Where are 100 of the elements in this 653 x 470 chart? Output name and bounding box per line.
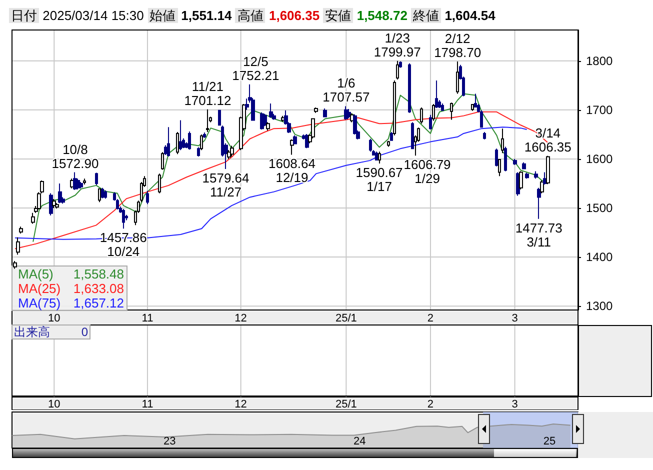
- x-tick-label: 25/1: [335, 312, 357, 324]
- candlestick: [378, 151, 381, 164]
- text: 25/1: [335, 398, 357, 410]
- candlestick: [543, 172, 547, 185]
- annotation: 1608.64 12/19: [268, 156, 316, 186]
- y-tick-label: 1400: [586, 250, 614, 264]
- text: 12: [234, 398, 247, 410]
- x-tick-label: 11: [142, 312, 154, 324]
- candlestick: [55, 202, 59, 209]
- candlestick: [498, 158, 501, 177]
- annotation: 1,657.12: [73, 296, 124, 310]
- candlestick: [411, 122, 414, 150]
- x-tick-label: 2: [427, 312, 434, 324]
- candlestick: [179, 120, 182, 151]
- candlestick: [344, 106, 348, 120]
- x-tick-label: 24: [353, 436, 366, 448]
- y-tick-label: 1700: [586, 102, 614, 117]
- candlestick: [266, 122, 270, 132]
- candlestick: [290, 138, 294, 156]
- annotation: 12/5 1752.21: [232, 54, 280, 83]
- candlestick: [227, 150, 231, 160]
- x-tick-label: 10: [48, 312, 60, 324]
- text: 出来高: [14, 325, 50, 339]
- candlestick: [79, 182, 83, 189]
- annotation: 1606.79 1/29: [404, 157, 451, 186]
- y-tick-label: 1300: [586, 299, 614, 314]
- candlestick: [230, 145, 234, 158]
- candlestick: [73, 172, 77, 190]
- candlestick: [104, 190, 107, 200]
- text: MA(75): [18, 296, 61, 310]
- annotation: 1579.64 11/27: [202, 170, 250, 200]
- candlestick: [393, 80, 396, 136]
- candlestick: [537, 187, 541, 220]
- x-tick-label: 12: [234, 312, 247, 324]
- candlestick: [58, 182, 62, 204]
- annotation: 1,558.48: [73, 266, 124, 282]
- candlestick: [49, 192, 53, 216]
- x-tick-label: 3: [512, 312, 518, 324]
- candlestick: [495, 148, 498, 167]
- candlestick: [525, 172, 529, 180]
- candlestick: [122, 208, 125, 230]
- candlestick: [540, 180, 544, 194]
- candlestick: [441, 103, 444, 112]
- annotation: 1477.73 3/11: [515, 220, 562, 250]
- text: 10: [48, 398, 60, 410]
- x-tick-label: 25: [543, 436, 556, 448]
- annotation: 1/23 1799.97: [374, 30, 421, 60]
- candlestick: [52, 198, 56, 209]
- candlestick: [167, 126, 170, 158]
- candlestick: [369, 138, 372, 152]
- text: 0: [81, 325, 88, 339]
- candlestick: [269, 103, 273, 118]
- y-tick-label: 1500: [586, 201, 614, 216]
- candlestick: [513, 158, 517, 166]
- y-tick-label: 1600: [586, 152, 614, 166]
- x-tick-label: 23: [164, 436, 176, 448]
- candlestick: [396, 60, 399, 80]
- candlestick: [432, 104, 435, 122]
- candlestick: [293, 134, 297, 145]
- candlestick: [534, 170, 538, 180]
- candlestick: [450, 102, 453, 120]
- candlestick: [519, 170, 523, 190]
- candlestick: [522, 162, 526, 170]
- candlestick: [206, 108, 209, 132]
- candlestick: [408, 62, 411, 114]
- annotation: 2/12 1798.70: [434, 31, 482, 60]
- candlestick: [375, 151, 378, 161]
- candlestick: [504, 146, 507, 172]
- candlestick: [101, 187, 104, 199]
- candlestick: [200, 134, 203, 151]
- candlestick: [471, 104, 474, 112]
- candlestick: [263, 113, 267, 127]
- candlestick: [95, 172, 98, 186]
- candlestick: [83, 178, 86, 185]
- candlestick: [161, 152, 164, 170]
- annotation: 10/8 1572.90: [52, 142, 99, 171]
- candlestick: [31, 212, 35, 224]
- text: 2: [427, 398, 434, 410]
- text: MA(5): [18, 266, 54, 282]
- annotation: 1,633.08: [73, 281, 124, 296]
- candlestick: [16, 236, 20, 256]
- candlestick: [546, 155, 550, 185]
- annotation: 1590.67 1/17: [356, 165, 403, 194]
- text: 11: [142, 398, 154, 410]
- candlestick: [19, 226, 23, 234]
- candlestick: [197, 146, 200, 158]
- text: MA(25): [18, 281, 61, 296]
- candlestick: [218, 109, 221, 126]
- candlestick: [390, 131, 393, 142]
- annotation: 11/21 1701.12: [184, 78, 232, 108]
- candlestick: [176, 131, 179, 155]
- candlestick: [429, 114, 432, 130]
- chart-title: 日付 2025/03/14 15:30 始値 1,551.14 高値 1,606.35 安値 1,548.72 終値 1,604.54: [11, 8, 496, 23]
- candlestick: [98, 188, 101, 203]
- candlestick: [323, 108, 327, 118]
- candlestick: [456, 61, 459, 94]
- candlestick: [158, 173, 161, 194]
- candlestick: [314, 106, 318, 114]
- candlestick: [203, 132, 206, 138]
- candlestick: [347, 108, 351, 119]
